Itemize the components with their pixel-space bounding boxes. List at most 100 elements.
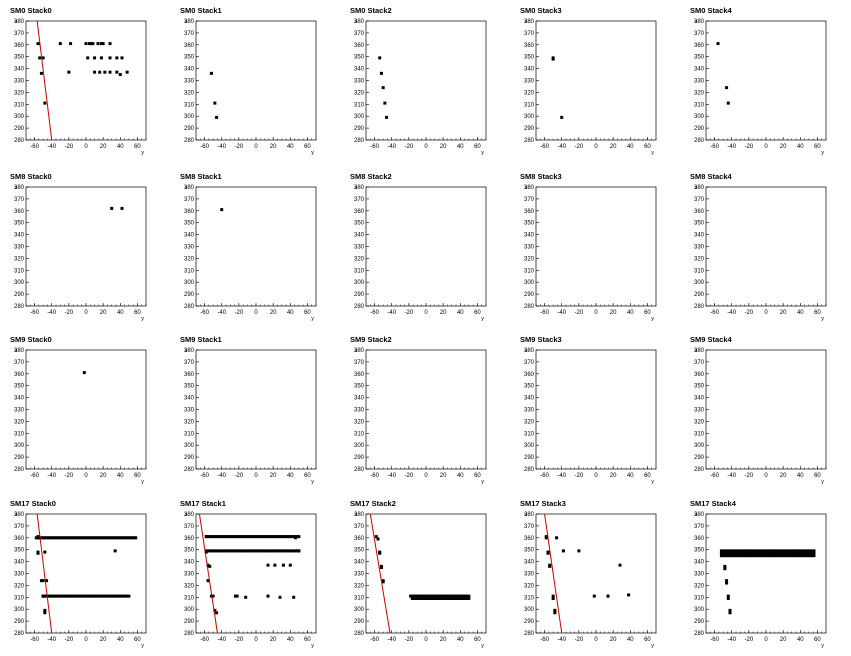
data-point — [795, 549, 799, 553]
y-tick-label: 300 — [694, 607, 705, 613]
x-tick-label: 0 — [254, 310, 258, 316]
data-point — [740, 554, 744, 558]
x-tick-label: -20 — [745, 637, 754, 643]
data-point — [55, 536, 59, 540]
chart-title: SM8 Stack0 — [10, 172, 52, 181]
data-point — [795, 551, 799, 555]
data-point — [793, 549, 797, 553]
data-point — [421, 594, 425, 598]
data-point — [410, 596, 414, 600]
data-point — [448, 596, 452, 600]
x-tick-label: -40 — [47, 310, 56, 316]
data-point — [268, 549, 272, 553]
data-point — [113, 536, 117, 540]
data-point — [778, 549, 782, 553]
data-point — [785, 554, 789, 558]
data-point — [233, 549, 237, 553]
data-point — [84, 594, 88, 598]
data-point — [216, 549, 220, 553]
data-point — [769, 551, 773, 555]
x-tick-label: 60 — [644, 637, 651, 643]
x-axis-label: y — [651, 316, 654, 322]
data-point — [733, 551, 737, 555]
data-point — [288, 563, 292, 567]
data-point — [431, 596, 435, 600]
y-axis-label: x — [15, 348, 18, 354]
data-point — [103, 594, 107, 598]
y-tick-label: 340 — [14, 560, 25, 566]
data-point — [812, 551, 816, 555]
data-point — [120, 206, 124, 210]
y-tick-label: 300 — [524, 607, 535, 613]
y-tick-label: 310 — [14, 102, 25, 108]
x-tick-label: 60 — [474, 473, 481, 479]
x-axis-label: y — [141, 479, 144, 485]
data-point — [409, 594, 413, 598]
y-tick-label: 300 — [354, 280, 365, 286]
x-tick-label: -60 — [710, 473, 719, 479]
data-point — [101, 42, 105, 46]
data-point — [45, 594, 49, 598]
data-point — [45, 536, 49, 540]
y-tick-label: 370 — [354, 31, 365, 37]
data-point — [261, 549, 265, 553]
x-tick-label: 60 — [134, 310, 141, 316]
data-point — [769, 554, 773, 558]
data-point — [779, 554, 783, 558]
data-point — [766, 554, 770, 558]
x-tick-label: 60 — [814, 473, 821, 479]
data-point — [280, 549, 284, 553]
x-axis-label: y — [651, 479, 654, 485]
x-tick-label: -40 — [47, 144, 56, 150]
y-tick-label: 310 — [524, 431, 535, 437]
data-point — [122, 536, 126, 540]
data-point — [220, 535, 224, 539]
data-point — [795, 554, 799, 558]
y-tick-label: 360 — [184, 372, 195, 378]
y-tick-label: 380 — [184, 512, 195, 518]
x-tick-label: 0 — [424, 473, 428, 479]
data-point — [606, 594, 610, 598]
y-tick-label: 340 — [694, 67, 705, 73]
data-point — [728, 611, 732, 615]
data-point — [211, 594, 215, 598]
data-point — [462, 596, 466, 600]
y-tick-label: 340 — [14, 233, 25, 239]
data-point — [213, 535, 217, 539]
y-tick-label: 360 — [184, 43, 195, 49]
y-tick-label: 330 — [524, 408, 535, 414]
y-tick-label: 330 — [184, 408, 195, 414]
y-tick-label: 300 — [354, 443, 365, 449]
y-axis-label: x — [695, 19, 698, 25]
x-tick-label: -40 — [557, 637, 566, 643]
y-tick-label: 310 — [14, 268, 25, 274]
y-tick-label: 280 — [14, 138, 25, 144]
data-point — [800, 551, 804, 555]
fit-line — [198, 514, 218, 633]
x-tick-label: -60 — [710, 144, 719, 150]
plot-frame — [25, 186, 147, 307]
data-point — [235, 594, 239, 598]
data-point — [269, 549, 273, 553]
data-point — [120, 594, 124, 598]
chart-panel: SM0 Stack2 -60 -40 -20 0 20 40 60 280 290 300 310 32… — [350, 6, 487, 156]
y-axis-label: x — [185, 19, 188, 25]
chart-title: SM8 Stack4 — [690, 172, 733, 181]
data-point — [228, 549, 232, 553]
data-point — [215, 535, 219, 539]
data-point — [776, 549, 780, 553]
y-tick-label: 370 — [184, 360, 195, 366]
data-point — [91, 42, 95, 46]
y-tick-label: 290 — [354, 619, 365, 625]
data-point — [96, 42, 100, 46]
data-point — [244, 549, 248, 553]
x-tick-label: 40 — [457, 144, 464, 150]
data-point — [215, 115, 219, 119]
y-tick-label: 340 — [354, 67, 365, 73]
y-tick-label: 280 — [524, 304, 535, 310]
data-point — [75, 536, 79, 540]
data-point — [458, 596, 462, 600]
data-point — [50, 594, 54, 598]
y-tick-label: 360 — [184, 536, 195, 542]
data-point — [450, 596, 454, 600]
